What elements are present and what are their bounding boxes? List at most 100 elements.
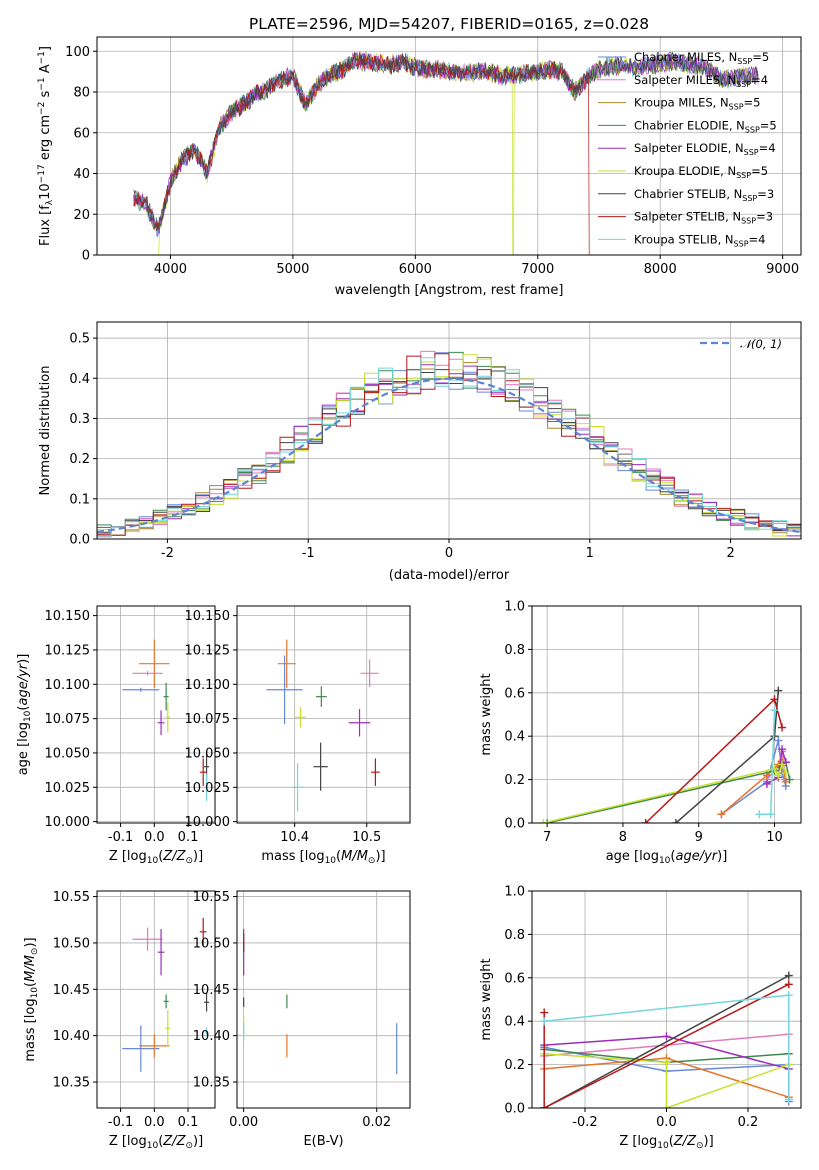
- weight-marker: [641, 819, 650, 823]
- weight-marker: [781, 769, 790, 778]
- weight-marker: [778, 723, 787, 732]
- x-tick-label: 10.4: [280, 830, 309, 845]
- y-tick-label: 10.45: [53, 983, 90, 998]
- weight-marker: [784, 980, 793, 989]
- axes-frame: [96, 321, 802, 540]
- y-tick-label: 0.2: [504, 773, 525, 788]
- y-tick-label: 10.35: [53, 1076, 90, 1091]
- x-axis-label: Z [log10(Z/Z⊙)]: [109, 1134, 203, 1151]
- y-tick-label: 10.40: [193, 1029, 230, 1044]
- weight-marker: [770, 695, 779, 704]
- weight-marker: [785, 775, 794, 784]
- x-tick-label: 0.0: [656, 1115, 677, 1130]
- y-tick-label: 0.0: [69, 533, 90, 548]
- y-axis-label: mass weight: [479, 673, 494, 755]
- weight-vs-metallicity-panel: -0.2 0.0 0.2 0.0 0.2 0.4 0.6 0.8 1.0 Z [log10(Z/Z…: [479, 885, 802, 1151]
- x-tick-label: 0.1: [178, 830, 199, 845]
- x-tick-label: 7000: [521, 262, 554, 277]
- residual-histogram-panel: -2 -1 0 1 2 0.0 0.1 0.2 0.3 0.4 0.5 (data-model)/er…: [38, 321, 802, 583]
- x-axis-label: (data-model)/error: [389, 568, 510, 583]
- y-tick-label: 40: [73, 167, 90, 182]
- y-tick-label: 0.4: [504, 730, 525, 745]
- weight-series-line: [543, 983, 790, 1108]
- y-tick-label: 0.5: [69, 332, 90, 347]
- y-tick-label: 0.8: [504, 928, 525, 943]
- weight-marker: [770, 706, 779, 715]
- weight-marker: [778, 760, 787, 769]
- x-axis-label: age [log10(age/yr)]: [606, 849, 728, 866]
- legend-entry: Kroupa STELIB, NSSP=4: [634, 232, 765, 248]
- y-tick-label: 10.025: [185, 781, 231, 796]
- x-tick-label: 0.1: [178, 1115, 199, 1130]
- weight-series-line: [544, 1033, 789, 1057]
- spectrum-line: [133, 51, 759, 232]
- errorbar-points: [122, 639, 210, 802]
- x-axis-label: Z [log10(Z/Z⊙)]: [109, 849, 203, 866]
- errorbar-points: [266, 639, 380, 812]
- mass-vs-metallicity-panel: -0.1 0.0 0.1 10.35 10.40 10.45 10.50 10.55 Z [lo…: [23, 890, 216, 1151]
- y-tick-label: 100: [65, 45, 90, 60]
- y-tick-label: 10.55: [193, 890, 230, 905]
- y-tick-label: 0: [82, 249, 90, 264]
- y-tick-label: 10.125: [185, 643, 231, 658]
- legend-entry: Chabrier ELODIE, NSSP=5: [634, 118, 777, 134]
- errorbar-points: [243, 929, 398, 1075]
- weight-marker: [774, 736, 783, 745]
- weight-marker: [540, 1008, 549, 1017]
- weight-marker: [766, 810, 775, 819]
- x-tick-label: 9: [695, 830, 703, 845]
- grid-lines: [97, 891, 215, 1108]
- axes-frame: [96, 36, 802, 256]
- x-tick-label: 8: [619, 830, 627, 845]
- axes-frame: [236, 890, 411, 1109]
- x-tick-label: 9000: [766, 262, 799, 277]
- weight-series-line: [759, 710, 776, 816]
- y-tick-label: 20: [73, 208, 90, 223]
- y-tick-label: 10.050: [185, 746, 231, 761]
- weight-marker: [540, 1017, 549, 1026]
- weight-marker: [662, 1058, 671, 1067]
- age-vs-metallicity-panel: -0.1 0.0 0.1 10.000 10.025 10.050 10.075 10.100…: [16, 605, 216, 866]
- y-tick-label: 0.4: [504, 1015, 525, 1030]
- y-tick-label: 10.40: [53, 1029, 90, 1044]
- weight-series-line: [543, 974, 790, 1108]
- y-tick-label: 10.000: [45, 815, 91, 830]
- weight-marker: [770, 732, 779, 741]
- y-axis-label: Normed distribution: [38, 366, 53, 496]
- y-tick-label: 10.100: [185, 678, 231, 693]
- x-tick-label: 8000: [644, 262, 677, 277]
- spectrum-panel: 4000 5000 6000 7000 8000 9000 0 20 40 60 80 100 wave…: [37, 36, 802, 298]
- y-tick-label: 10.100: [45, 678, 91, 693]
- legend-entry: Chabrier STELIB, NSSP=3: [634, 187, 774, 203]
- x-tick-label: 6000: [399, 262, 432, 277]
- y-tick-label: 10.55: [53, 890, 90, 905]
- y-tick-label: 10.125: [45, 643, 91, 658]
- y-tick-label: 10.075: [45, 712, 91, 727]
- y-tick-label: 10.025: [45, 781, 91, 796]
- weight-vs-age-panel: 7 8 9 10 0.0 0.2 0.4 0.6 0.8 1.0 age [log10(age/yr…: [479, 600, 802, 866]
- y-tick-label: 60: [73, 126, 90, 141]
- x-axis-label: wavelength [Angstrom, rest frame]: [335, 283, 564, 298]
- axes-frame: [96, 890, 216, 1109]
- errorbar-points: [122, 917, 210, 1072]
- axes-frame: [531, 605, 802, 824]
- legend-entry: Chabrier MILES, NSSP=5: [634, 50, 769, 66]
- x-tick-label: 0.00: [229, 1115, 258, 1130]
- spectrum-legend: Chabrier MILES, NSSP=5 Salpeter MILES, NS…: [598, 50, 777, 248]
- weight-marker: [774, 686, 783, 695]
- y-tick-label: 0.8: [504, 643, 525, 658]
- legend-entry: Salpeter MILES, NSSP=4: [634, 73, 768, 89]
- weight-marker: [778, 745, 787, 754]
- y-axis-label: age [log10(age/yr)]: [16, 654, 33, 776]
- weight-marker: [784, 1095, 793, 1104]
- y-axis-label: mass weight: [479, 958, 494, 1040]
- x-tick-label: 0.02: [362, 1115, 391, 1130]
- y-tick-label: 0.2: [504, 1058, 525, 1073]
- weight-lines: [540, 971, 793, 1108]
- x-tick-label: 5000: [276, 262, 309, 277]
- y-tick-label: 0.6: [504, 686, 525, 701]
- x-tick-label: 0.0: [144, 830, 165, 845]
- legend-entry: Salpeter ELODIE, NSSP=4: [634, 141, 776, 157]
- y-tick-label: 10.45: [193, 983, 230, 998]
